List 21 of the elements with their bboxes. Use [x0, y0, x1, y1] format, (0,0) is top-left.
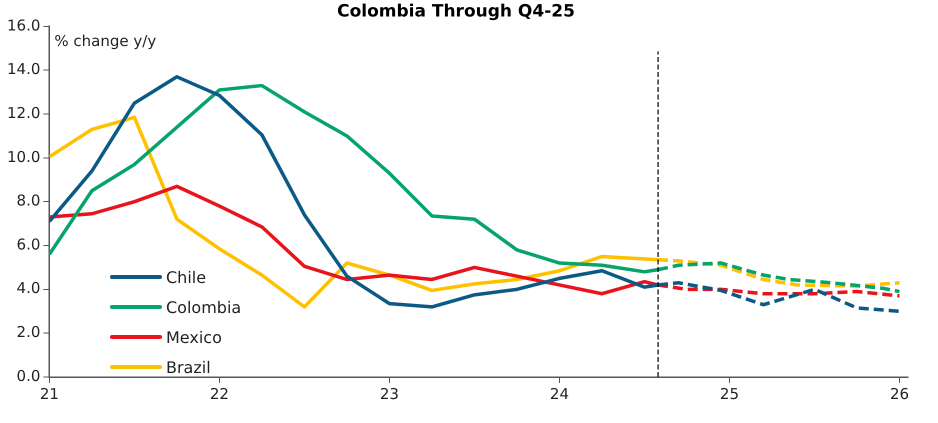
x-tick-label: 21 — [40, 384, 59, 403]
x-tick-label: 26 — [890, 384, 910, 403]
y-tick-label: 16.0 — [6, 16, 40, 34]
chart-title: Colombia Through Q4-25 — [337, 2, 575, 22]
x-tick-label: 23 — [380, 384, 399, 403]
legend-label: Mexico — [166, 328, 222, 346]
y-tick-label: 6.0 — [16, 235, 40, 254]
y-tick-label: 2.0 — [16, 323, 40, 342]
legend-label: Brazil — [166, 358, 211, 376]
y-tick-label: 4.0 — [16, 279, 40, 298]
y-tick-label: 12.0 — [6, 104, 40, 122]
x-tick-label: 22 — [210, 384, 229, 403]
x-tick-label: 25 — [720, 384, 740, 403]
legend-label: Chile — [166, 268, 206, 286]
x-tick-label: 24 — [550, 384, 570, 403]
y-tick-label: 14.0 — [6, 60, 40, 78]
y-tick-label: 8.0 — [16, 192, 40, 210]
y-axis-title: % change y/y — [54, 32, 156, 50]
y-tick-label: 10.0 — [6, 148, 40, 166]
legend-label: Colombia — [166, 298, 242, 316]
y-tick-label: 0.0 — [16, 366, 40, 385]
